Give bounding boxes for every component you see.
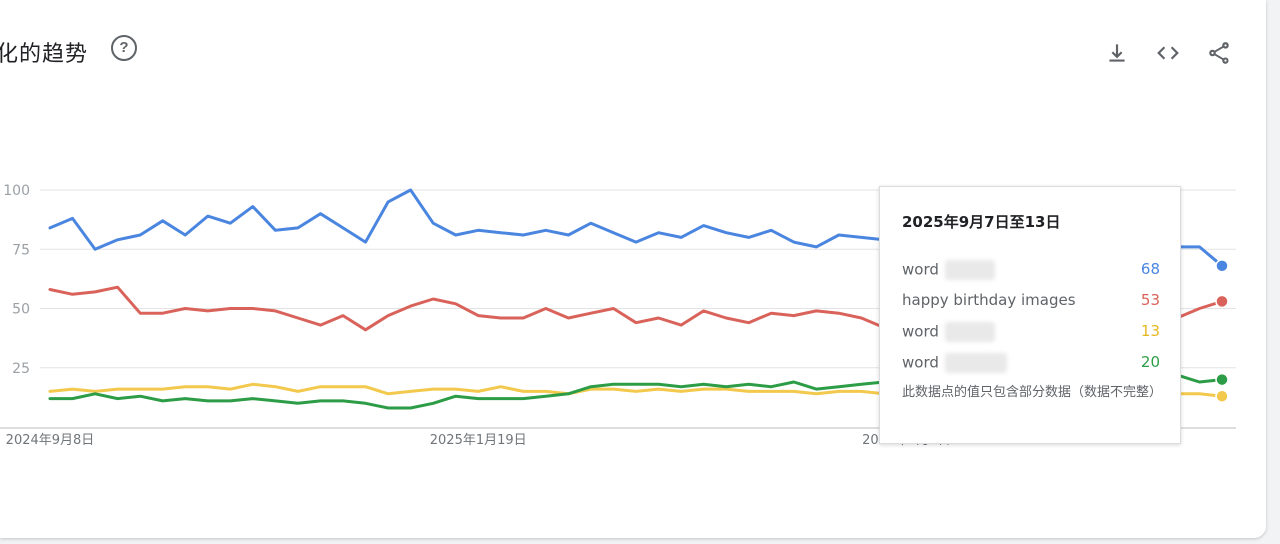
highlighted-point[interactable] <box>1215 294 1229 309</box>
highlighted-point[interactable] <box>1215 389 1229 403</box>
redacted-term <box>944 322 995 342</box>
x-tick-label: 2025年1月19日 <box>430 433 527 448</box>
tooltip-term-value: 68 <box>1140 260 1160 278</box>
tooltip-term-value: 53 <box>1140 291 1160 309</box>
y-tick-label: 50 <box>12 302 30 318</box>
x-axis-ticks: 2024年9月8日2025年1月19日2025年6月1日 <box>6 433 951 448</box>
chart-title: 化的趋势 <box>0 42 89 67</box>
tooltip-row: happy birthday images 53 <box>902 291 1160 313</box>
x-tick-label: 2024年9月8日 <box>6 433 95 448</box>
redacted-term <box>944 353 1007 373</box>
y-tick-label: 75 <box>12 242 30 258</box>
tooltip-term-label: happy birthday images <box>902 291 1076 309</box>
tooltip-term-value: 20 <box>1140 353 1160 371</box>
y-tick-label: 100 <box>3 183 30 199</box>
tooltip-term-label: word <box>902 260 939 279</box>
data-point-tooltip: 2025年9月7日至13日 word 68 happy birthday ima… <box>879 186 1181 444</box>
tooltip-term-value: 13 <box>1140 322 1160 340</box>
tooltip-partial-data-note: 此数据点的值只包含部分数据（数据不完整） <box>902 385 1163 400</box>
share-icon[interactable] <box>1206 40 1232 66</box>
tooltip-row: word 13 <box>902 322 1160 344</box>
y-tick-label: 25 <box>12 361 30 377</box>
tooltip-row: word 20 <box>902 353 1160 375</box>
highlighted-point[interactable] <box>1215 259 1229 273</box>
highlighted-point[interactable] <box>1215 372 1229 387</box>
trend-card: 化的趋势 ? 100 75 50 25 2024年9月8日 2025年1月19日 2025… <box>0 0 1266 538</box>
y-axis-ticks: 100 75 50 25 <box>3 183 30 377</box>
redacted-term <box>944 260 995 280</box>
tooltip-date: 2025年9月7日至13日 <box>902 213 1061 231</box>
download-icon[interactable] <box>1104 40 1130 66</box>
embed-code-icon[interactable] <box>1155 40 1181 66</box>
tooltip-term-label: word <box>902 353 939 372</box>
tooltip-row: word 68 <box>902 260 1160 282</box>
help-icon[interactable]: ? <box>111 35 137 61</box>
tooltip-term-label: word <box>902 322 939 341</box>
